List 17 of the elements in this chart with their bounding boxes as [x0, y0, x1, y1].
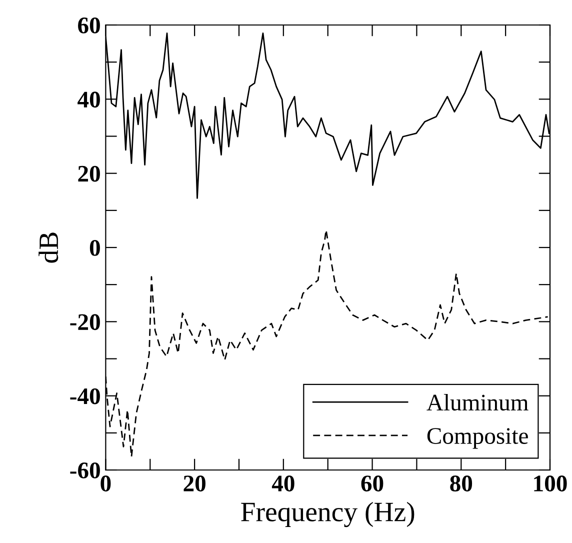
x-tick-label: 60 [361, 476, 384, 492]
x-axis-title: Frequency (Hz) [241, 502, 414, 528]
legend-label: Composite [427, 428, 528, 449]
y-tick-label: 40 [78, 92, 100, 108]
x-tick-label: 40 [272, 476, 294, 492]
x-tick-label: 100 [534, 476, 567, 492]
y-tick-label: 60 [78, 17, 100, 34]
y-tick-label: -60 [70, 462, 100, 478]
y-axis-title: dB [38, 232, 58, 263]
y-tick-label: 20 [78, 166, 100, 182]
x-tick-label: 80 [450, 476, 472, 492]
y-tick-label: 0 [90, 240, 100, 256]
x-tick-label: 20 [184, 476, 206, 492]
x-tick-label: 0 [100, 476, 111, 492]
y-tick-label: -20 [70, 314, 100, 330]
y-tick-label: -40 [70, 388, 100, 404]
legend-label: Aluminum [426, 394, 528, 411]
